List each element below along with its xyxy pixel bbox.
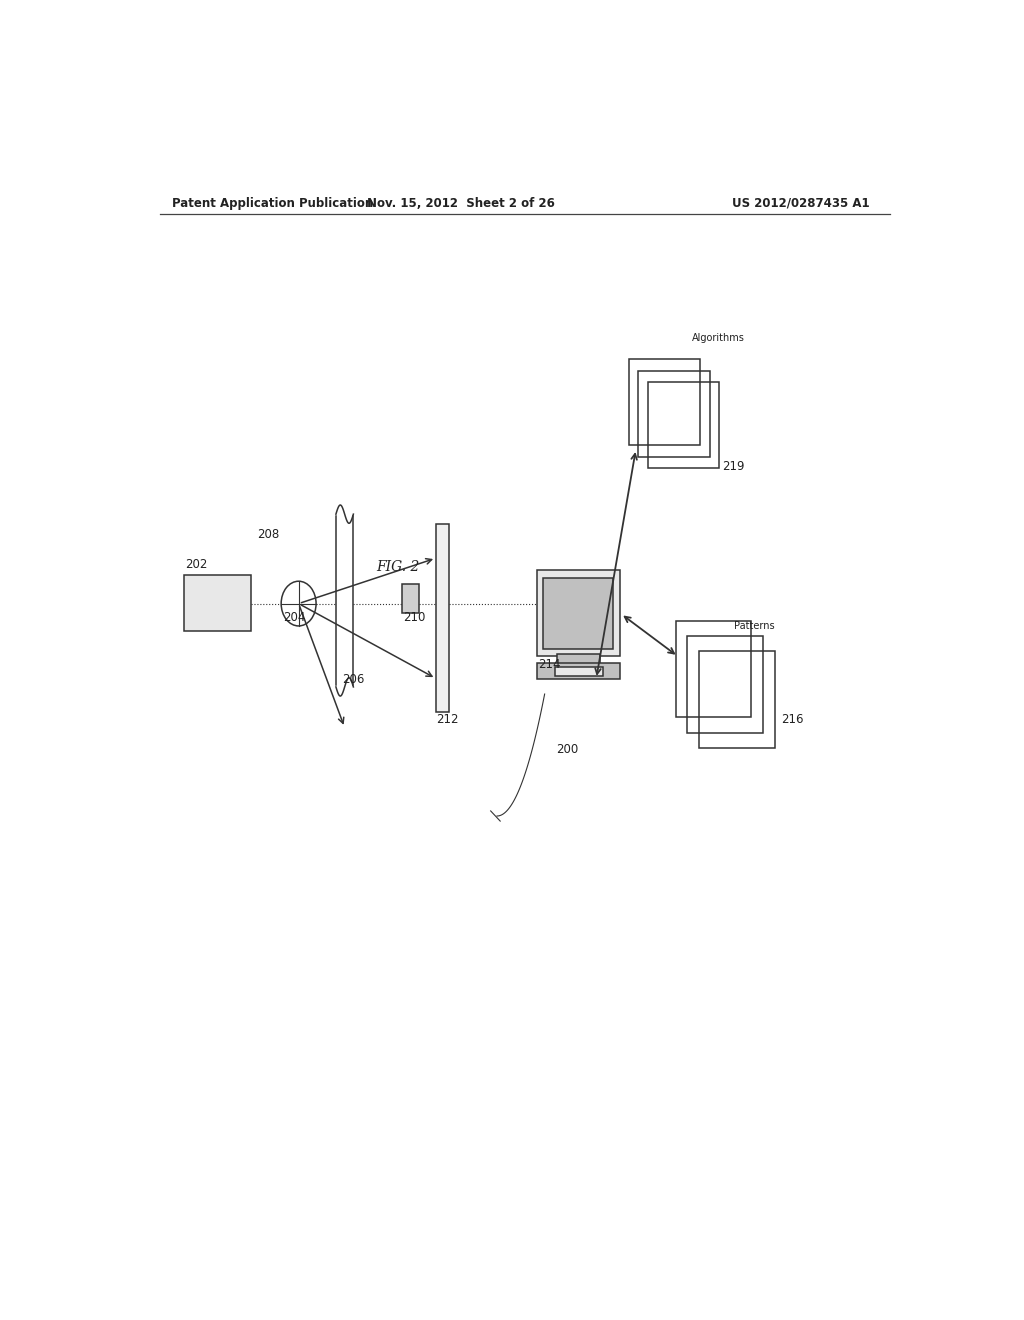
FancyBboxPatch shape	[537, 663, 620, 678]
FancyBboxPatch shape	[537, 570, 620, 656]
Text: Algorithms: Algorithms	[691, 334, 744, 343]
Text: 214: 214	[539, 659, 561, 671]
Text: 202: 202	[185, 558, 208, 572]
FancyBboxPatch shape	[401, 585, 419, 612]
Text: Patent Application Publication: Patent Application Publication	[172, 197, 373, 210]
FancyBboxPatch shape	[436, 524, 449, 713]
Text: 212: 212	[436, 713, 459, 726]
FancyBboxPatch shape	[543, 578, 613, 649]
Text: 219: 219	[722, 459, 744, 473]
Text: 200: 200	[557, 743, 579, 756]
Text: Patterns: Patterns	[733, 620, 774, 631]
Text: 208: 208	[257, 528, 280, 541]
Text: Nov. 15, 2012  Sheet 2 of 26: Nov. 15, 2012 Sheet 2 of 26	[368, 197, 555, 210]
Text: US 2012/0287435 A1: US 2012/0287435 A1	[732, 197, 870, 210]
Text: 206: 206	[342, 673, 365, 686]
Text: FIG. 2: FIG. 2	[376, 560, 420, 574]
Text: 216: 216	[781, 713, 804, 726]
FancyBboxPatch shape	[183, 576, 251, 631]
FancyBboxPatch shape	[557, 655, 600, 664]
FancyBboxPatch shape	[555, 667, 602, 676]
Text: 204: 204	[284, 611, 306, 624]
Text: 210: 210	[403, 611, 426, 624]
